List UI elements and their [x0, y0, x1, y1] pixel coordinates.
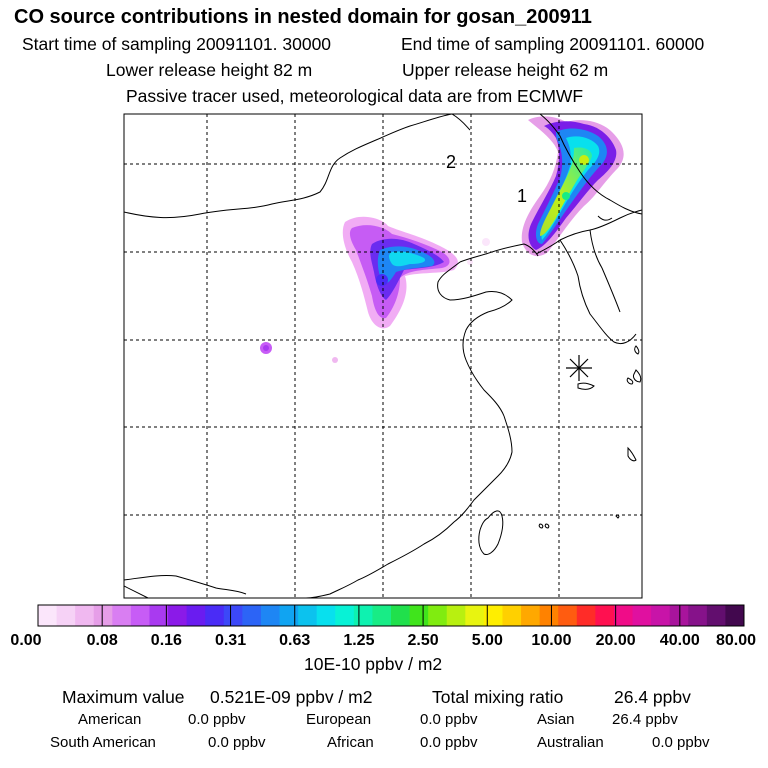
colorbar-swatch: [669, 605, 689, 626]
colorbar-swatch: [558, 605, 578, 626]
colorbar-swatch: [130, 605, 150, 626]
colorbar-swatch: [409, 605, 429, 626]
marker-label-1: 1: [517, 186, 527, 206]
colorbar-label: 2.50: [407, 632, 439, 649]
colorbar: [37, 604, 745, 627]
region-value: 0.0 ppbv: [188, 711, 246, 728]
colorbar-label: 20.00: [595, 632, 636, 649]
colorbar-swatch: [242, 605, 262, 626]
colorbar-swatch: [75, 605, 95, 626]
colorbar-swatch: [651, 605, 671, 626]
colorbar-label: 0.63: [279, 632, 311, 649]
receptor-star-icon: [566, 355, 592, 381]
total-mixing-value: 26.4 ppbv: [614, 687, 691, 707]
start-time: Start time of sampling 20091101. 30000: [22, 34, 332, 54]
colorbar-swatch: [223, 605, 243, 626]
colorbar-swatch: [56, 605, 76, 626]
plume-beijing: [260, 216, 490, 363]
colorbar-swatch: [576, 605, 596, 626]
lower-release-height: Lower release height 82 m: [106, 60, 313, 80]
colorbar-swatch: [688, 605, 708, 626]
upper-release-height: Upper release height 62 m: [402, 60, 609, 80]
tracer-note: Passive tracer used, meteorological data…: [126, 86, 584, 106]
region-value: 0.0 ppbv: [652, 734, 710, 751]
colorbar-swatch: [38, 605, 58, 626]
colorbar-swatch: [391, 605, 411, 626]
colorbar-unit: 10E-10 ppbv / m2: [304, 654, 443, 674]
region-name: Asian: [537, 711, 575, 728]
colorbar-swatch: [279, 605, 299, 626]
plume-northeast: [521, 116, 624, 257]
colorbar-swatch: [186, 605, 206, 626]
colorbar-swatch: [335, 605, 355, 626]
colorbar-swatch: [706, 605, 726, 626]
marker-label-2: 2: [446, 152, 456, 172]
max-value: 0.521E-09 ppbv / m2: [210, 687, 373, 707]
colorbar-swatch: [372, 605, 392, 626]
colorbar-label: 5.00: [471, 632, 503, 649]
region-name: African: [327, 734, 374, 751]
colorbar-swatch: [483, 605, 503, 626]
colorbar-swatch: [205, 605, 225, 626]
region-value: 0.0 ppbv: [208, 734, 266, 751]
coastlines: [124, 114, 642, 598]
region-value: 0.0 ppbv: [420, 734, 478, 751]
colorbar-label: 0.00: [10, 632, 42, 649]
colorbar-label: 1.25: [343, 632, 375, 649]
colorbar-swatch: [112, 605, 132, 626]
plot-title: CO source contributions in nested domain…: [14, 6, 592, 28]
region-name: European: [306, 711, 372, 728]
colorbar-label: 10.00: [531, 632, 572, 649]
colorbar-swatch: [613, 605, 634, 626]
colorbar-swatch: [428, 605, 448, 626]
colorbar-label: 0.16: [150, 632, 182, 649]
region-value: 26.4 ppbv: [612, 711, 678, 728]
colorbar-swatch: [539, 605, 559, 626]
colorbar-label: 80.00: [715, 632, 757, 649]
colorbar-swatch: [502, 605, 522, 626]
colorbar-label: 0.31: [214, 632, 247, 649]
colorbar-swatch: [446, 605, 466, 626]
region-name: Australian: [537, 734, 604, 751]
colorbar-label: 40.00: [659, 632, 700, 649]
region-name: American: [78, 711, 142, 728]
colorbar-swatch: [521, 605, 541, 626]
lat-lon-grid: [124, 114, 642, 598]
total-mixing-label: Total mixing ratio: [432, 687, 564, 707]
colorbar-label: 0.08: [86, 632, 118, 649]
max-value-label: Maximum value: [62, 687, 185, 707]
colorbar-swatch: [168, 605, 188, 626]
colorbar-swatch: [595, 605, 615, 626]
region-value: 0.0 ppbv: [420, 711, 478, 728]
colorbar-swatch: [632, 605, 652, 626]
region-name: South American: [50, 734, 156, 751]
colorbar-swatch: [298, 605, 318, 626]
colorbar-swatch: [149, 605, 169, 626]
colorbar-swatch: [316, 605, 336, 626]
colorbar-swatch: [465, 605, 485, 626]
colorbar-swatch: [353, 605, 373, 626]
colorbar-swatch: [93, 605, 113, 626]
end-time: End time of sampling 20091101. 60000: [401, 34, 705, 54]
colorbar-outline: [37, 604, 745, 627]
colorbar-swatch: [260, 605, 281, 626]
colorbar-swatch: [725, 605, 745, 626]
